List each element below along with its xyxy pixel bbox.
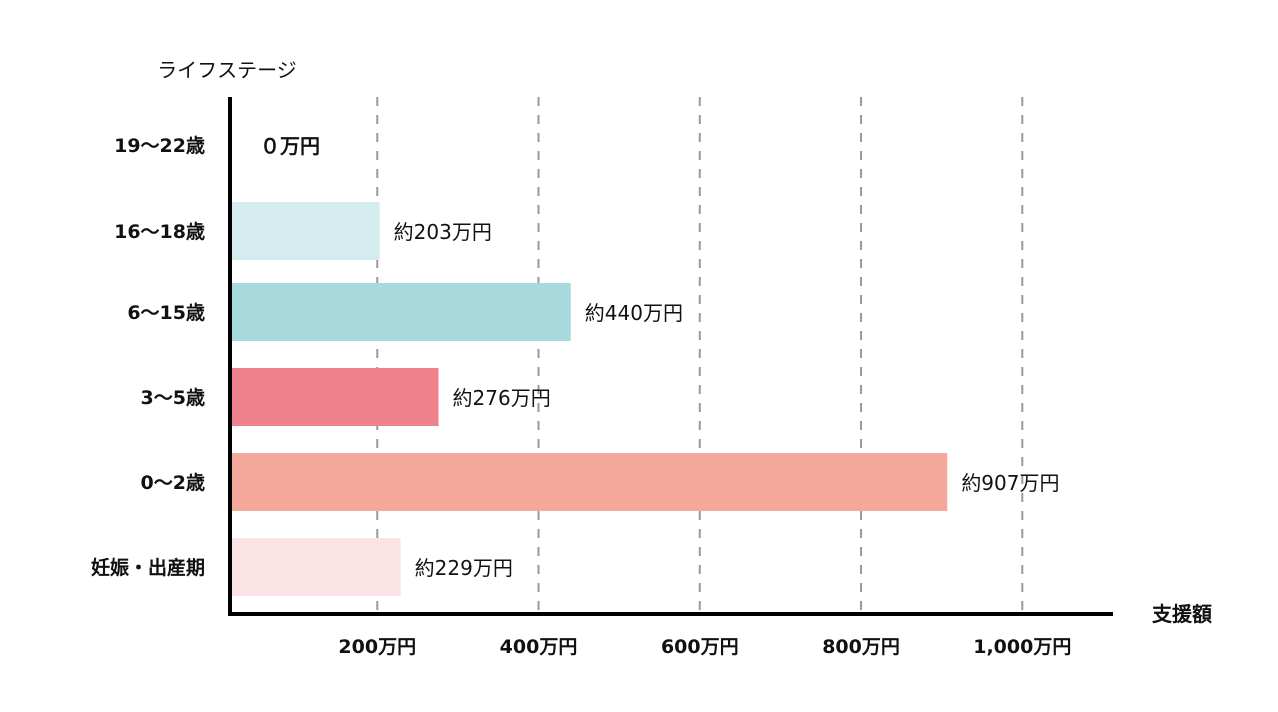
category-label: 3〜5歳 xyxy=(141,387,205,409)
category-label: 0〜2歳 xyxy=(141,472,205,494)
bar xyxy=(231,368,439,426)
data-label: 約203万円 xyxy=(394,220,492,244)
x-tick-label: 800万円 xyxy=(822,636,900,658)
bars xyxy=(231,202,948,596)
data-label: 約907万円 xyxy=(961,471,1059,495)
category-label: 6〜15歳 xyxy=(127,302,205,324)
x-tick-label: 400万円 xyxy=(500,636,578,658)
gridlines xyxy=(376,97,1024,612)
x-axis-title: 支援額 xyxy=(1152,602,1212,626)
data-label: 約276万円 xyxy=(453,386,551,410)
x-tick-label: 200万円 xyxy=(338,636,416,658)
bar xyxy=(231,538,401,596)
data-label: 約440万円 xyxy=(585,301,683,325)
bar xyxy=(231,202,380,260)
category-label: 19〜22歳 xyxy=(114,135,205,157)
y-axis-title: ライフステージ xyxy=(157,58,297,82)
category-label: 妊娠・出産期 xyxy=(91,556,205,579)
x-tick-label: 1,000万円 xyxy=(973,636,1071,658)
data-label: ０万円 xyxy=(260,134,320,158)
bar xyxy=(231,283,571,341)
data-label: 約229万円 xyxy=(415,556,513,580)
bar xyxy=(231,453,948,511)
x-tick-labels: 200万円 400万円 600万円 800万円 1,000万円 xyxy=(338,636,1071,658)
category-label: 16〜18歳 xyxy=(114,221,205,243)
x-tick-label: 600万円 xyxy=(661,636,739,658)
